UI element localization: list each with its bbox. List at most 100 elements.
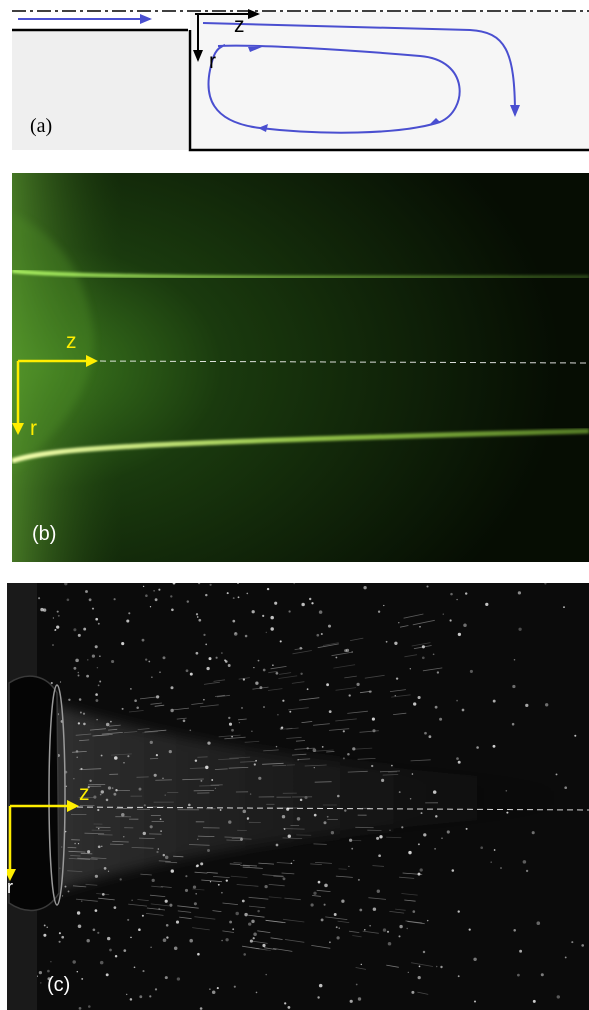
- particle: [207, 741, 211, 745]
- particle: [480, 846, 484, 850]
- particle-streak: [288, 707, 309, 711]
- particle: [436, 671, 440, 674]
- particle: [320, 918, 324, 922]
- particle-streak: [150, 903, 170, 907]
- inlet-pipe-region: [12, 30, 188, 150]
- particle: [490, 861, 492, 863]
- particle-streak: [295, 740, 306, 742]
- particle: [383, 604, 385, 607]
- particle: [246, 817, 249, 821]
- particle: [408, 850, 412, 855]
- particle-streak: [413, 645, 432, 650]
- particle: [157, 848, 159, 850]
- particle-streak: [335, 718, 357, 722]
- particle: [242, 809, 247, 814]
- particle: [249, 793, 252, 795]
- particle-streak: [160, 886, 172, 888]
- particle-streak: [197, 756, 208, 758]
- particle: [318, 983, 323, 988]
- particle: [145, 658, 148, 661]
- particle: [182, 719, 186, 723]
- particle: [217, 883, 220, 886]
- particle: [434, 705, 438, 709]
- particle: [164, 855, 169, 860]
- particle: [344, 809, 347, 812]
- particle: [196, 616, 199, 618]
- particle: [389, 829, 391, 831]
- particle-streak: [218, 758, 239, 760]
- particle: [76, 756, 78, 759]
- particle-streak: [110, 753, 132, 756]
- particle-streak: [68, 850, 86, 853]
- particle: [237, 596, 240, 599]
- particle: [123, 761, 125, 764]
- particle: [46, 926, 48, 928]
- particle-streak: [242, 945, 260, 950]
- particle-streak: [236, 884, 259, 887]
- particle: [313, 813, 317, 817]
- particle: [457, 910, 460, 913]
- particle: [439, 717, 443, 721]
- particle: [164, 976, 168, 980]
- particle: [249, 939, 253, 943]
- particle: [221, 652, 223, 654]
- particle-streak: [123, 731, 138, 734]
- particle-streak: [299, 697, 320, 701]
- particle: [85, 590, 88, 593]
- particle: [47, 977, 51, 981]
- particle-streak: [192, 888, 205, 891]
- particle-streak: [399, 876, 415, 879]
- particle: [299, 798, 303, 802]
- particle: [376, 889, 380, 893]
- particle: [525, 869, 529, 873]
- particle: [456, 598, 458, 601]
- particle: [262, 614, 265, 617]
- particle: [330, 831, 335, 835]
- particle-streak: [188, 844, 210, 846]
- particle-streak: [391, 694, 411, 698]
- particle: [262, 668, 266, 672]
- particle-streak: [137, 728, 150, 730]
- particle: [173, 946, 178, 951]
- particle: [251, 610, 255, 614]
- particle: [465, 592, 468, 595]
- particle-streak: [317, 643, 339, 649]
- particle-streak: [291, 753, 307, 756]
- particle: [119, 878, 122, 881]
- particle-streak: [216, 694, 231, 698]
- particle: [461, 708, 465, 712]
- r-axis-label: r: [7, 877, 13, 897]
- particle: [121, 642, 125, 646]
- particle: [274, 601, 278, 605]
- particle-streak: [75, 733, 92, 736]
- loop-arrowhead-top: [248, 47, 262, 52]
- particle: [107, 786, 112, 790]
- particle: [80, 900, 83, 902]
- particle: [170, 708, 174, 713]
- particle: [170, 686, 174, 690]
- particle: [352, 747, 356, 751]
- particle: [372, 907, 377, 911]
- particle: [512, 684, 516, 689]
- particle: [476, 746, 479, 749]
- particle: [317, 880, 321, 884]
- particle: [75, 658, 79, 663]
- particle-streak: [263, 947, 277, 950]
- particle-streak: [140, 873, 152, 876]
- particle: [417, 975, 421, 980]
- particle: [189, 729, 192, 732]
- particle: [169, 903, 173, 907]
- particle-streak: [138, 837, 155, 839]
- particle-streak: [311, 945, 331, 949]
- particle: [189, 672, 193, 676]
- particle-streak: [150, 702, 162, 705]
- particle: [419, 868, 423, 872]
- particle: [457, 632, 462, 637]
- particle: [94, 874, 99, 878]
- particle-streak: [294, 747, 315, 750]
- particle: [219, 809, 222, 811]
- particle: [64, 583, 68, 586]
- loop-arrowhead-right: [428, 118, 440, 126]
- z-axis-arrowhead: [86, 355, 98, 367]
- particle: [229, 920, 233, 924]
